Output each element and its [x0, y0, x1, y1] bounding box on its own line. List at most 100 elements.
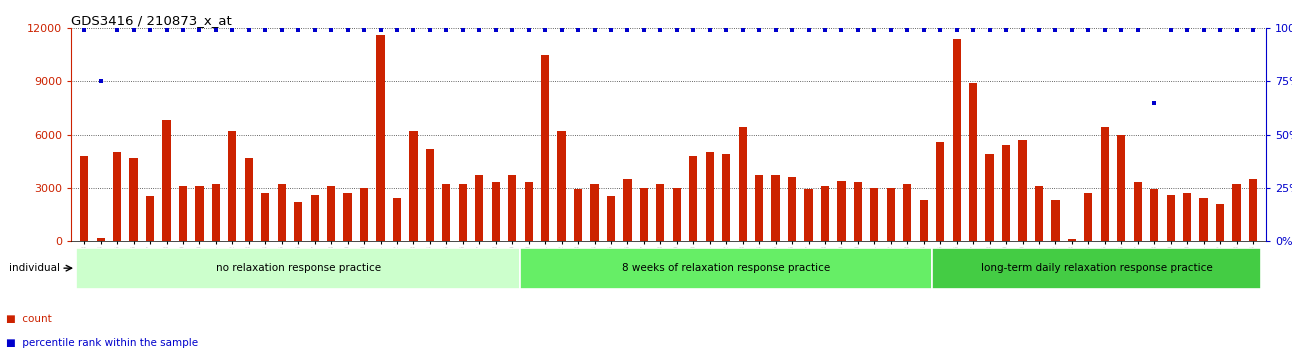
Bar [261, 193, 270, 241]
Bar [1150, 189, 1159, 241]
Bar [1084, 193, 1093, 241]
Bar [1133, 182, 1142, 241]
Bar [557, 131, 566, 241]
Bar [656, 184, 664, 241]
Point [239, 28, 260, 33]
Point [1226, 28, 1247, 33]
Point [337, 28, 358, 33]
Bar [442, 184, 451, 241]
Bar [244, 158, 253, 241]
Bar [1018, 140, 1027, 241]
Bar [178, 186, 187, 241]
Bar [820, 186, 829, 241]
Text: long-term daily relaxation response practice: long-term daily relaxation response prac… [981, 263, 1212, 273]
Text: no relaxation response practice: no relaxation response practice [216, 263, 381, 273]
Point [699, 28, 720, 33]
Bar [97, 238, 105, 241]
Bar [492, 182, 500, 241]
Bar [310, 195, 319, 241]
Point [633, 28, 654, 33]
Bar [146, 196, 154, 241]
Point [205, 28, 226, 33]
Text: GDS3416 / 210873_x_at: GDS3416 / 210873_x_at [71, 14, 231, 27]
Point [1028, 28, 1049, 33]
Bar [640, 188, 649, 241]
Bar [229, 131, 236, 241]
Point [1111, 28, 1132, 33]
Bar [986, 154, 994, 241]
Bar [969, 83, 977, 241]
Point [765, 28, 786, 33]
Point [90, 79, 111, 84]
Point [979, 28, 1000, 33]
Bar [607, 196, 615, 241]
Point [123, 28, 143, 33]
Point [552, 28, 572, 33]
Point [189, 28, 209, 33]
Bar [1183, 193, 1191, 241]
Point [469, 28, 490, 33]
Bar [920, 200, 928, 241]
Point [584, 28, 605, 33]
Point [1045, 28, 1066, 33]
Point [535, 28, 556, 33]
Point [1094, 28, 1115, 33]
Bar [475, 175, 483, 241]
Bar [1118, 135, 1125, 241]
Bar [689, 156, 698, 241]
Point [452, 28, 473, 33]
Bar [80, 156, 88, 241]
Point [403, 28, 424, 33]
Bar [195, 186, 204, 241]
Bar [1035, 186, 1043, 241]
Point [173, 28, 194, 33]
Point [271, 28, 292, 33]
Point [815, 28, 836, 33]
Point [1243, 28, 1264, 33]
Point [667, 28, 687, 33]
Point [831, 28, 851, 33]
Bar [525, 182, 532, 241]
Point [1012, 28, 1032, 33]
Bar [937, 142, 944, 241]
Bar [212, 184, 220, 241]
Point [601, 28, 621, 33]
Point [864, 28, 885, 33]
Bar [1233, 184, 1240, 241]
Bar [722, 154, 730, 241]
Bar [1101, 127, 1109, 241]
Bar [837, 181, 845, 241]
Bar [1199, 198, 1208, 241]
Point [930, 28, 951, 33]
Point [650, 28, 671, 33]
Bar [129, 158, 138, 241]
Bar [932, 248, 1261, 289]
Bar [1167, 195, 1174, 241]
Bar [854, 182, 862, 241]
Point [782, 28, 802, 33]
Point [618, 28, 638, 33]
Bar [788, 177, 796, 241]
Bar [278, 184, 286, 241]
Point [222, 28, 243, 33]
Bar [426, 149, 434, 241]
Point [1177, 28, 1198, 33]
Point [567, 28, 588, 33]
Bar [1249, 179, 1257, 241]
Bar [1067, 239, 1076, 241]
Point [1128, 28, 1149, 33]
Point [798, 28, 819, 33]
Bar [112, 152, 121, 241]
Point [305, 28, 326, 33]
Bar [541, 55, 549, 241]
Point [1160, 28, 1181, 33]
Point [733, 28, 753, 33]
Bar [295, 202, 302, 241]
Bar [673, 188, 681, 241]
Point [140, 28, 160, 33]
Bar [886, 188, 895, 241]
Bar [1216, 204, 1225, 241]
Point [881, 28, 902, 33]
Bar [771, 175, 780, 241]
Bar [410, 131, 417, 241]
